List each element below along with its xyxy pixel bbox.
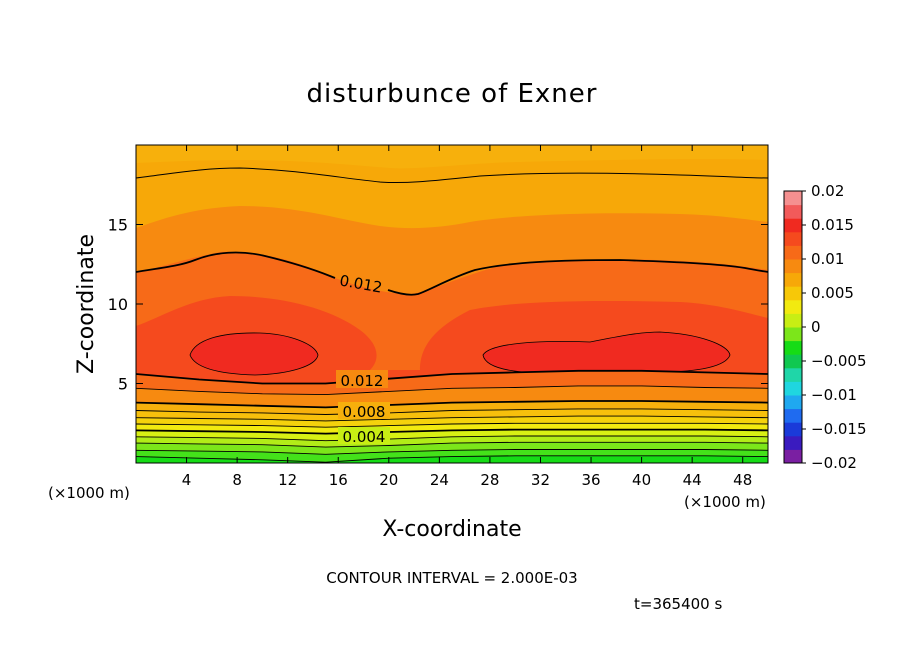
x-tick-label: 32 bbox=[531, 471, 550, 489]
contour-line bbox=[136, 415, 768, 422]
x-tick-label: 36 bbox=[581, 471, 600, 489]
colorbar-segment bbox=[784, 299, 802, 314]
x-tick-label: 20 bbox=[379, 471, 398, 489]
contour-line-top bbox=[136, 167, 768, 184]
colorbar-segment bbox=[784, 313, 802, 328]
colorbar-tick-label: 0.015 bbox=[811, 216, 854, 234]
colorbar-segment bbox=[784, 435, 802, 450]
colorbar-segment bbox=[784, 381, 802, 396]
colorbar-segment bbox=[784, 354, 802, 369]
y-tick-label: 10 bbox=[108, 295, 128, 314]
contour-line bbox=[136, 435, 768, 442]
contour-line bbox=[136, 441, 768, 448]
field-band-upper-1 bbox=[136, 145, 768, 169]
x-tick-label: 12 bbox=[278, 471, 297, 489]
colorbar-segment bbox=[784, 327, 802, 342]
contour-label: 0.008 bbox=[343, 403, 386, 421]
x-tick-label: 24 bbox=[430, 471, 449, 489]
colorbar-segment bbox=[784, 395, 802, 410]
contour-line-0012-upper bbox=[136, 251, 768, 296]
colorbar-segment bbox=[784, 245, 802, 260]
colorbar-tick-label: 0 bbox=[811, 318, 821, 336]
x-tick-label: 40 bbox=[632, 471, 651, 489]
contour-line bbox=[136, 385, 768, 396]
x-axis-title: X-coordinate bbox=[382, 517, 521, 542]
colorbar-segment bbox=[784, 408, 802, 423]
colorbar-segment bbox=[784, 422, 802, 437]
x-tick-label: 8 bbox=[232, 471, 242, 489]
colorbar: 0.02 0.015 0.01 0.005 0 −0.005 −0.01 −0.015 −0.0… bbox=[783, 182, 867, 472]
contour-line bbox=[136, 422, 768, 428]
contour-interval-text: CONTOUR INTERVAL = 2.000E-03 bbox=[326, 569, 577, 587]
field-core-left bbox=[189, 332, 319, 376]
contour-line bbox=[136, 408, 768, 415]
colorbar-segment bbox=[784, 272, 802, 287]
colorbar-tick-label: 0.005 bbox=[811, 284, 854, 302]
colorbar-segment bbox=[784, 286, 802, 301]
x-tick-label: 16 bbox=[329, 471, 348, 489]
colorbar-tick-label: −0.02 bbox=[811, 454, 857, 472]
contour-line bbox=[136, 449, 768, 455]
y-axis: 5 10 15 bbox=[108, 216, 768, 394]
x-tick-label: 4 bbox=[182, 471, 192, 489]
colorbar-tick-label: −0.01 bbox=[811, 386, 857, 404]
x-tick-label: 44 bbox=[683, 471, 702, 489]
colorbar-segment bbox=[784, 218, 802, 233]
colorbar-segment bbox=[784, 340, 802, 355]
y-tick-label: 15 bbox=[108, 216, 128, 235]
x-axis: 4 8 12 16 20 24 28 32 36 40 44 48 bbox=[182, 145, 752, 489]
y-tick-label: 5 bbox=[118, 375, 128, 394]
colorbar-segment bbox=[784, 231, 802, 246]
x-unit-label-left: (×1000 m) bbox=[48, 484, 130, 502]
contour-label: 0.012 bbox=[341, 372, 384, 390]
colorbar-tick-label: 0.01 bbox=[811, 250, 844, 268]
contour-line bbox=[136, 455, 768, 463]
colorbar-segment bbox=[784, 259, 802, 274]
contour-label: 0.004 bbox=[343, 428, 386, 446]
x-tick-label: 28 bbox=[480, 471, 499, 489]
contour-line bbox=[136, 428, 768, 435]
field-bands-lower bbox=[136, 369, 768, 463]
y-axis-title: Z-coordinate bbox=[74, 234, 99, 374]
contour-line bbox=[136, 369, 768, 385]
colorbar-tick-label: −0.015 bbox=[811, 420, 867, 438]
colorbar-tick-label: 0.02 bbox=[811, 182, 844, 200]
x-unit-label-right: (×1000 m) bbox=[684, 493, 766, 511]
colorbar-segment bbox=[784, 191, 802, 206]
colorbar-segment bbox=[784, 449, 802, 464]
time-text: t=365400 s bbox=[634, 595, 722, 613]
colorbar-segment bbox=[784, 367, 802, 382]
colorbar-tick-label: −0.005 bbox=[811, 352, 867, 370]
contour-line bbox=[136, 400, 768, 409]
x-tick-label: 48 bbox=[733, 471, 752, 489]
colorbar-segment bbox=[784, 204, 802, 219]
chart-title: disturbunce of Exner bbox=[307, 79, 598, 109]
plot-area bbox=[136, 145, 768, 463]
